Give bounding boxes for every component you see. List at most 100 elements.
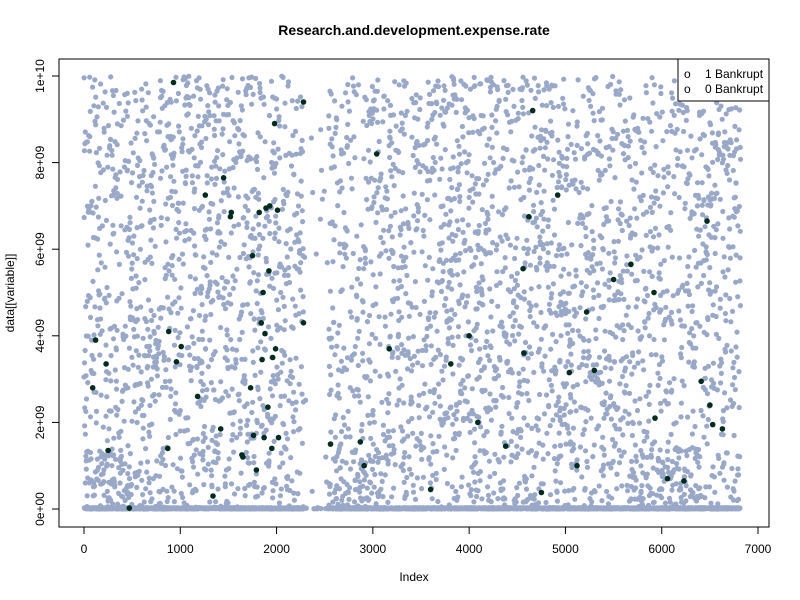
class-0-point — [414, 226, 420, 232]
class-0-point — [571, 399, 578, 405]
class-0-point — [417, 169, 423, 175]
class-0-point — [218, 239, 224, 245]
class-0-point — [100, 167, 106, 173]
class-0-point — [480, 182, 486, 188]
class-0-point — [210, 201, 216, 207]
class-0-point — [415, 161, 422, 167]
class-0-point — [542, 353, 548, 359]
class-0-point — [404, 272, 410, 279]
class-0-point — [278, 369, 284, 375]
class-0-point — [395, 265, 401, 271]
class-0-point — [91, 332, 97, 338]
class-0-point — [229, 437, 235, 443]
class-0-point — [391, 278, 397, 284]
class-0-point — [127, 451, 133, 457]
class-0-point — [513, 499, 519, 505]
class-0-point — [255, 130, 261, 136]
class-0-point — [421, 233, 427, 239]
class-0-point — [248, 311, 254, 317]
class-0-point — [244, 422, 250, 428]
class-0-point — [538, 336, 545, 342]
class-0-point — [440, 203, 446, 209]
class-0-point — [111, 452, 117, 458]
class-0-point — [458, 161, 464, 167]
class-0-point — [580, 185, 586, 191]
class-0-point — [270, 373, 276, 379]
class-0-point — [171, 178, 177, 184]
class-0-point — [444, 452, 450, 458]
class-0-point — [140, 108, 146, 114]
class-0-point — [367, 159, 373, 165]
class-0-point — [264, 213, 271, 219]
class-0-point — [297, 426, 303, 432]
class-0-point — [147, 433, 153, 439]
class-0-point — [342, 90, 349, 96]
class-0-point — [538, 200, 544, 206]
class-0-point — [298, 260, 304, 266]
class-0-point — [442, 87, 448, 93]
class-0-point — [404, 108, 410, 114]
class-0-point — [443, 296, 449, 302]
class-0-point — [107, 241, 113, 247]
class-0-point — [87, 295, 93, 301]
class-0-point — [244, 439, 250, 445]
class-0-point — [369, 331, 375, 337]
class-0-point — [583, 363, 590, 369]
class-0-point — [127, 220, 133, 226]
class-0-point — [419, 363, 426, 369]
class-0-point — [351, 499, 358, 505]
class-0-point — [354, 316, 360, 322]
class-0-point — [331, 164, 337, 170]
class-0-point — [143, 446, 149, 452]
class-0-point — [145, 383, 151, 389]
class-0-point — [437, 176, 443, 182]
class-0-point — [257, 134, 263, 140]
class-0-point — [356, 265, 362, 272]
class-0-point — [180, 200, 186, 206]
class-0-point — [210, 297, 216, 304]
class-0-point — [464, 170, 470, 176]
class-0-point — [583, 419, 589, 425]
class-0-point — [341, 345, 347, 351]
class-0-point — [583, 225, 589, 231]
class-0-point — [89, 337, 95, 343]
class-0-point — [387, 128, 393, 134]
class-0-point — [329, 344, 335, 350]
class-0-point — [493, 247, 499, 253]
class-0-point — [282, 124, 288, 130]
class-0-point — [271, 438, 277, 444]
class-0-point — [242, 485, 248, 492]
class-0-point — [335, 382, 341, 388]
class-0-point — [269, 420, 275, 426]
class-0-point — [128, 491, 134, 498]
class-0-point — [112, 482, 118, 488]
class-0-point — [508, 459, 514, 465]
class-0-point — [515, 169, 521, 175]
class-0-point — [384, 188, 390, 194]
class-0-point — [274, 106, 280, 112]
class-0-point — [105, 164, 111, 170]
class-0-point — [583, 233, 589, 240]
class-0-point — [310, 189, 316, 196]
class-0-point — [294, 191, 301, 197]
class-0-point — [538, 309, 544, 316]
class-0-point — [125, 385, 131, 391]
class-0-point — [163, 367, 169, 373]
class-0-point — [480, 113, 486, 119]
class-0-point — [135, 364, 141, 370]
class-0-point — [503, 96, 509, 102]
class-0-point — [215, 148, 221, 154]
class-0-point — [126, 476, 133, 482]
class-0-point — [345, 426, 351, 432]
class-0-point — [139, 198, 145, 204]
class-0-point — [488, 417, 494, 423]
class-0-point — [171, 150, 177, 156]
class-0-point — [187, 102, 193, 108]
class-0-point — [465, 319, 471, 325]
class-0-point — [373, 335, 379, 341]
class-0-point — [405, 366, 411, 372]
class-0-point — [531, 320, 537, 326]
class-0-point — [93, 122, 99, 128]
class-0-point — [428, 433, 434, 439]
class-0-point — [413, 443, 419, 449]
